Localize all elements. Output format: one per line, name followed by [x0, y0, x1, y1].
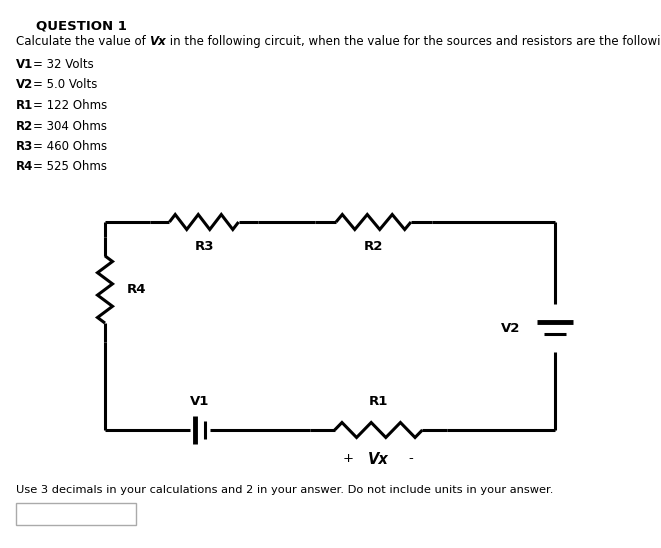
Text: R2: R2 — [364, 240, 383, 253]
Text: = 5.0 Volts: = 5.0 Volts — [33, 78, 98, 92]
Text: R4: R4 — [16, 161, 33, 174]
Text: = 460 Ohms: = 460 Ohms — [33, 140, 107, 153]
Text: Vx: Vx — [368, 452, 389, 467]
Text: V2: V2 — [16, 78, 33, 92]
Text: Calculate the value of: Calculate the value of — [16, 35, 149, 48]
Text: -: - — [408, 452, 413, 465]
Text: QUESTION 1: QUESTION 1 — [36, 19, 127, 32]
Text: R4: R4 — [127, 283, 147, 296]
Text: R1: R1 — [16, 99, 33, 112]
Text: = 122 Ohms: = 122 Ohms — [33, 99, 108, 112]
FancyBboxPatch shape — [16, 503, 136, 525]
Text: R3: R3 — [16, 140, 33, 153]
Text: = 525 Ohms: = 525 Ohms — [33, 161, 107, 174]
Text: Use 3 decimals in your calculations and 2 in your answer. Do not include units i: Use 3 decimals in your calculations and … — [16, 485, 553, 495]
Text: in the following circuit, when the value for the sources and resistors are the f: in the following circuit, when the value… — [167, 35, 661, 48]
Text: +: + — [343, 452, 354, 465]
Text: R2: R2 — [16, 119, 33, 133]
Text: R3: R3 — [194, 240, 214, 253]
Text: V1: V1 — [190, 395, 210, 408]
Text: V1: V1 — [16, 58, 33, 71]
Text: Vx: Vx — [149, 35, 167, 48]
Text: = 32 Volts: = 32 Volts — [33, 58, 94, 71]
Text: R1: R1 — [369, 395, 388, 408]
Text: = 304 Ohms: = 304 Ohms — [33, 119, 107, 133]
Text: V2: V2 — [500, 322, 520, 334]
